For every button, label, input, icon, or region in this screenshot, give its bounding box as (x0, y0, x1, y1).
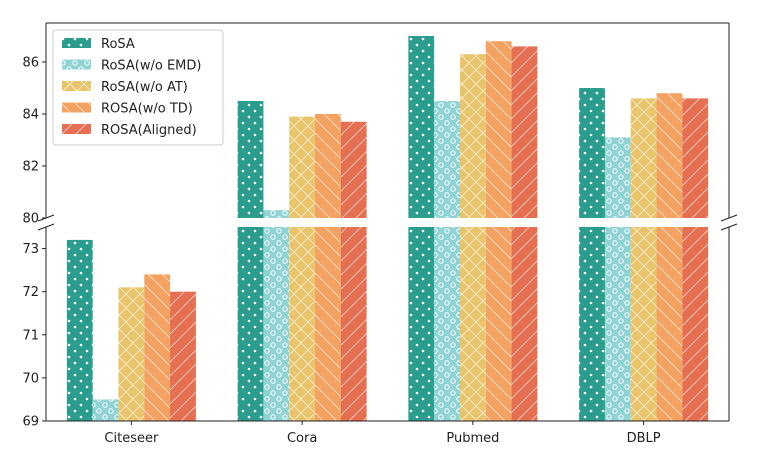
bar-rosa-aligned-citeseer-lower (170, 291, 196, 421)
legend-label-rosa-w-o-emd: RoSA(w/o EMD) (101, 59, 201, 74)
bar-rosa-w-o-emd-pubmed-lower (434, 227, 460, 421)
bar-rosa-w-o-emd-citeseer-lower (92, 399, 119, 421)
y-tick-label-upper-86: 86 (22, 56, 39, 71)
bar-rosa-w-o-emd-dblp-lower (604, 227, 631, 421)
bar-rosa-aligned-pubmed-lower (511, 227, 538, 421)
axis-break-marks (37, 214, 738, 231)
bar-rosa-w-o-td-dblp-upper (656, 93, 683, 218)
legend-box (52, 29, 224, 146)
bar-rosa-w-o-emd-cora-upper (263, 210, 290, 218)
x-tick-label-pubmed: Pubmed (446, 431, 499, 446)
bar-rosa-w-o-at-pubmed-lower (459, 227, 486, 421)
y-tick-label-upper-80: 80 (22, 212, 39, 227)
y-tick-label-upper-84: 84 (22, 108, 39, 123)
bar-rosa-aligned-pubmed-upper (511, 46, 538, 219)
bar-rosa-w-o-emd-dblp-upper (604, 137, 631, 218)
y-tick-label-lower-69: 69 (22, 415, 39, 430)
bar-rosa-cora-lower (237, 227, 264, 421)
bar-rosa-w-o-td-pubmed-lower (485, 227, 512, 421)
bar-rosa-pubmed-upper (408, 36, 435, 218)
break-mark-0 (37, 214, 55, 222)
legend: RoSA RoSA(w/o EMD) RoSA(w/o AT) ROSA(w/o TD… (52, 29, 224, 146)
bar-rosa-w-o-at-dblp-upper (630, 98, 657, 218)
bar-rosa-pubmed-lower (408, 227, 435, 421)
bar-rosa-w-o-td-dblp-lower (656, 227, 683, 421)
bar-rosa-w-o-td-cora-lower (315, 227, 341, 421)
legend-item-rosa-aligned: ROSA(Aligned) (62, 123, 197, 138)
bar-rosa-cora-upper (237, 101, 264, 218)
bar-rosa-w-o-td-pubmed-upper (485, 41, 512, 219)
bar-rosa-w-o-at-cora-upper (289, 116, 316, 218)
bar-rosa-dblp-upper (579, 88, 605, 218)
y-tick-label-lower-71: 71 (22, 328, 39, 343)
x-tick-label-cora: Cora (287, 431, 317, 446)
legend-label-rosa-w-o-at: RoSA(w/o AT) (101, 80, 188, 95)
x-tick-label-citeseer: Citeseer (104, 431, 159, 446)
bar-rosa-w-o-at-cora-lower (289, 227, 316, 421)
upper-axes-panel: 80 82 84 86 (22, 22, 730, 227)
y-tick-label-lower-73: 73 (22, 242, 39, 257)
legend-item-rosa: RoSA (62, 37, 135, 52)
y-tick-label-lower-72: 72 (22, 285, 39, 300)
x-axis-category-labels: Citeseer Cora Pubmed DBLP (104, 421, 661, 446)
bar-rosa-w-o-at-citeseer-lower (118, 287, 145, 421)
bar-rosa-aligned-dblp-lower (682, 227, 709, 421)
bar-rosa-w-o-emd-pubmed-upper (434, 101, 460, 218)
break-mark-3 (720, 223, 738, 231)
break-mark-2 (37, 223, 55, 231)
bar-rosa-w-o-td-cora-upper (315, 114, 341, 218)
bar-rosa-aligned-dblp-upper (682, 98, 709, 218)
legend-item-rosa-w-o-at: RoSA(w/o AT) (62, 80, 188, 95)
legend-label-rosa-aligned: ROSA(Aligned) (101, 123, 197, 138)
bar-rosa-dblp-lower (579, 227, 605, 421)
bar-rosa-w-o-td-citeseer-lower (144, 274, 171, 421)
bar-rosa-w-o-emd-cora-lower (263, 227, 290, 421)
bar-rosa-aligned-cora-lower (340, 227, 367, 421)
legend-label-rosa: RoSA (101, 37, 135, 52)
bar-rosa-w-o-at-dblp-lower (630, 227, 657, 421)
legend-item-rosa-w-o-td: ROSA(w/o TD) (62, 102, 193, 117)
lower-axes-panel: 69 70 71 72 73 (22, 227, 730, 430)
x-tick-label-dblp: DBLP (627, 431, 661, 446)
bar-rosa-aligned-cora-upper (340, 121, 367, 218)
break-mark-1 (720, 214, 738, 222)
bar-rosa-w-o-at-pubmed-upper (459, 54, 486, 219)
legend-label-rosa-w-o-td: ROSA(w/o TD) (101, 102, 193, 117)
y-tick-label-upper-82: 82 (22, 160, 39, 175)
legend-item-rosa-w-o-emd: RoSA(w/o EMD) (62, 59, 201, 74)
bar-rosa-citeseer-lower (66, 239, 93, 421)
y-tick-label-lower-70: 70 (22, 371, 39, 386)
